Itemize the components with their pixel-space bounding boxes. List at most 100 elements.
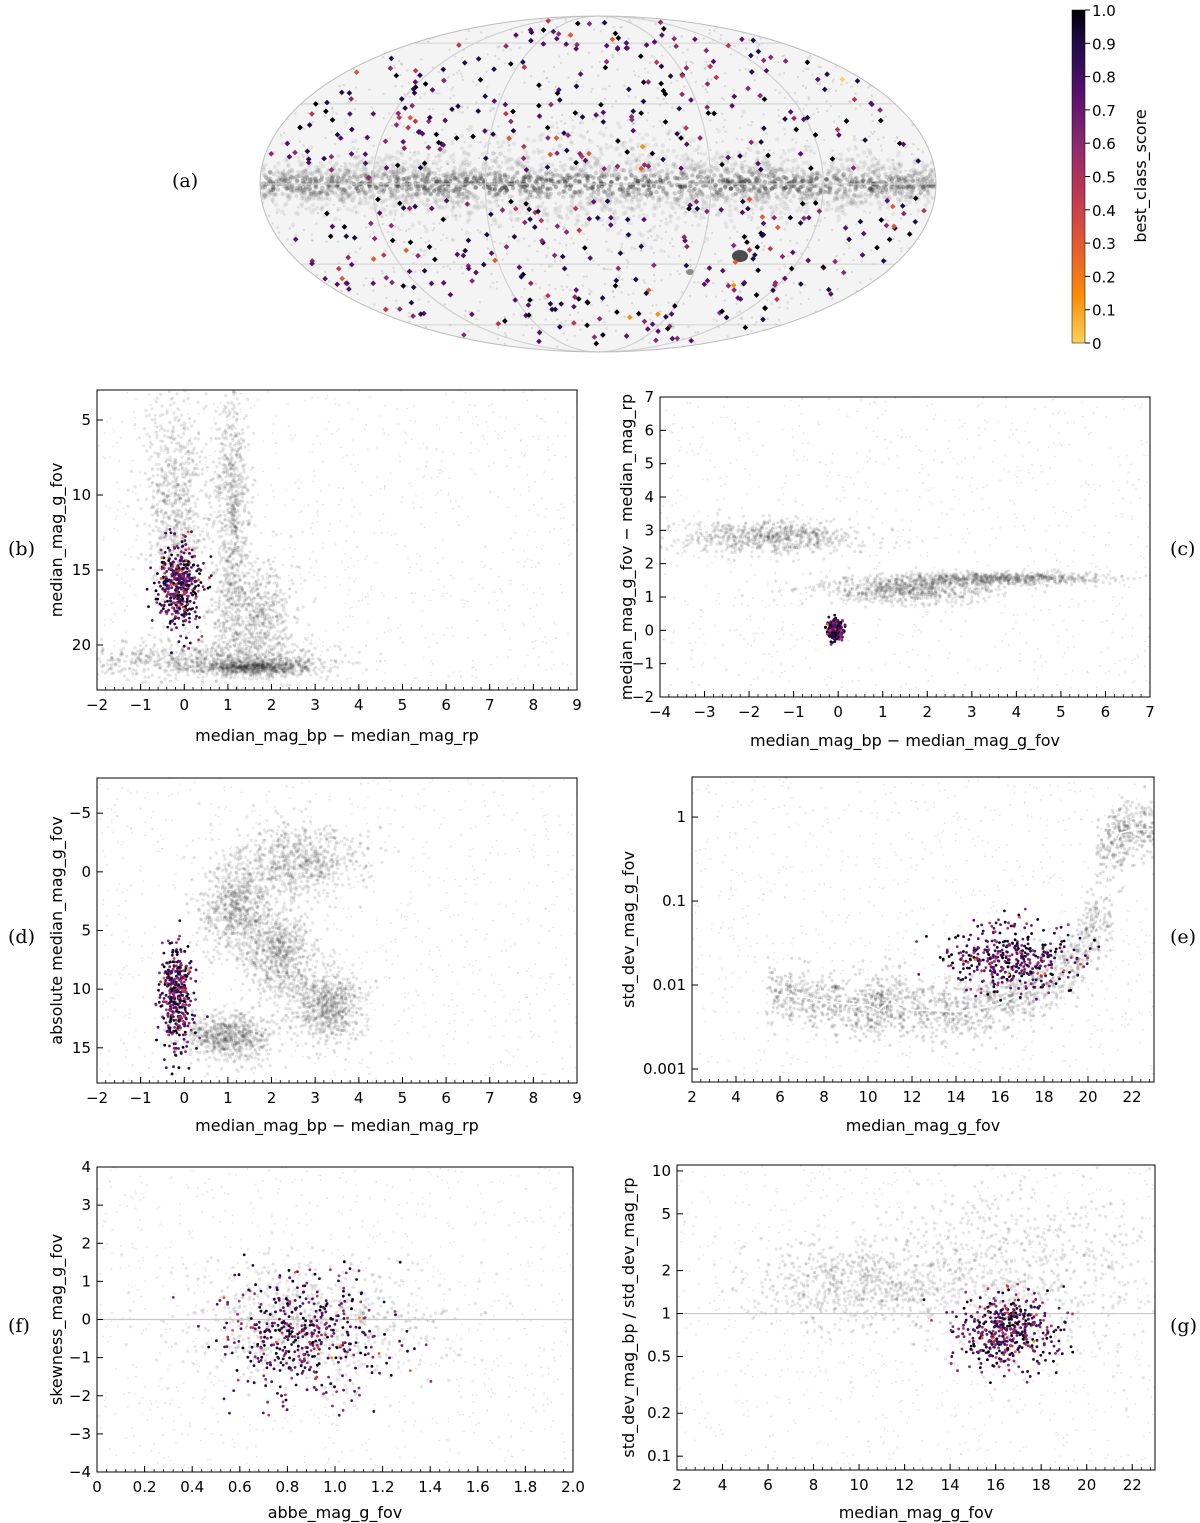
background-dot bbox=[212, 403, 215, 405]
sky-density-dot bbox=[440, 165, 443, 169]
background-dot bbox=[567, 538, 569, 541]
sky-density-dot bbox=[276, 177, 282, 183]
sky-density-dot bbox=[900, 247, 903, 250]
sky-density-dot bbox=[892, 191, 897, 196]
sky-density-dot bbox=[755, 193, 760, 198]
sky-density-dot bbox=[573, 334, 576, 337]
sky-density-dot bbox=[747, 214, 752, 219]
sky-density-dot bbox=[449, 141, 455, 146]
sky-density-dot bbox=[579, 120, 585, 125]
sky-density-dot bbox=[654, 189, 659, 195]
sky-density-dot bbox=[655, 181, 658, 184]
sky-density-dot bbox=[688, 294, 691, 298]
sky-density-dot bbox=[478, 301, 482, 304]
sky-density-dot bbox=[787, 190, 792, 195]
background-dot bbox=[527, 654, 529, 657]
background-dot bbox=[280, 532, 283, 535]
sky-density-dot bbox=[608, 309, 611, 313]
background-dot bbox=[452, 635, 454, 638]
sky-density-dot bbox=[633, 194, 639, 199]
sky-density-dot bbox=[907, 55, 911, 58]
sky-density-dot bbox=[405, 229, 408, 233]
sky-density-dot bbox=[301, 153, 304, 156]
sky-density-dot bbox=[538, 163, 544, 168]
sky-density-dot bbox=[535, 186, 541, 191]
sky-density-dot bbox=[833, 120, 836, 123]
background-dot bbox=[349, 677, 351, 680]
sky-density-dot bbox=[718, 187, 723, 192]
sky-density-dot bbox=[675, 197, 680, 202]
sky-density-dot bbox=[696, 222, 701, 228]
sky-density-dot bbox=[489, 286, 492, 289]
sky-density-dot bbox=[769, 350, 772, 352]
sky-density-dot bbox=[466, 217, 472, 222]
sky-density-dot bbox=[909, 339, 912, 342]
sky-density-dot bbox=[562, 332, 566, 335]
sky-density-dot bbox=[326, 179, 332, 184]
sky-density-dot bbox=[321, 38, 325, 41]
sky-density-dot bbox=[355, 162, 360, 167]
sky-density-dot bbox=[783, 185, 788, 190]
sky-density-dot bbox=[912, 159, 917, 164]
sky-density-dot bbox=[857, 193, 862, 198]
sky-density-dot bbox=[362, 194, 368, 199]
sky-density-dot bbox=[859, 281, 862, 284]
background-dot bbox=[492, 411, 495, 414]
sky-density-dot bbox=[929, 183, 934, 188]
sky-density-dot bbox=[310, 71, 313, 75]
sky-density-dot bbox=[869, 327, 872, 330]
sky-density-dot bbox=[344, 191, 350, 197]
sky-density-dot bbox=[798, 261, 802, 264]
background-dot bbox=[351, 606, 353, 608]
sky-density-dot bbox=[791, 172, 794, 176]
sky-density-dot bbox=[652, 251, 656, 255]
sky-density-dot bbox=[458, 196, 461, 199]
sky-density-dot bbox=[497, 226, 501, 229]
sky-density-dot bbox=[358, 154, 361, 158]
sky-density-dot bbox=[458, 110, 461, 113]
sky-density-dot bbox=[315, 176, 318, 179]
sky-density-dot bbox=[486, 199, 491, 204]
sky-density-dot bbox=[348, 252, 351, 255]
sky-density-dot bbox=[425, 249, 428, 252]
background-dot bbox=[414, 592, 417, 595]
background-dot bbox=[311, 450, 314, 453]
sky-density-dot bbox=[395, 182, 400, 187]
sky-density-dot bbox=[294, 193, 299, 199]
sky-density-dot bbox=[262, 185, 268, 190]
sky-density-dot bbox=[405, 179, 408, 182]
background-dot bbox=[253, 404, 256, 407]
sky-density-dot bbox=[805, 195, 810, 201]
sky-density-dot bbox=[900, 304, 904, 308]
sky-density-dot bbox=[842, 253, 846, 256]
sky-density-dot bbox=[863, 171, 867, 175]
sky-density-dot bbox=[541, 212, 546, 218]
sky-density-dot bbox=[855, 179, 860, 184]
sky-density-dot bbox=[305, 178, 309, 181]
sky-density-dot bbox=[598, 115, 601, 118]
sky-density-dot bbox=[333, 216, 338, 222]
sky-density-dot bbox=[316, 345, 319, 348]
sky-density-dot bbox=[655, 156, 661, 161]
sky-density-dot bbox=[818, 239, 821, 242]
sky-density-dot bbox=[795, 187, 800, 192]
sky-density-dot bbox=[347, 192, 352, 197]
background-dot bbox=[355, 606, 358, 608]
sky-density-dot bbox=[913, 260, 917, 264]
sky-density-dot bbox=[614, 176, 620, 181]
sky-density-dot bbox=[714, 192, 719, 198]
sky-density-dot bbox=[353, 138, 358, 144]
sky-density-dot bbox=[306, 154, 309, 158]
background-dot bbox=[470, 578, 473, 580]
background-dot bbox=[537, 514, 540, 516]
background-dot bbox=[160, 633, 163, 636]
sky-density-dot bbox=[645, 119, 649, 122]
sky-density-dot bbox=[612, 25, 616, 29]
sky-density-dot bbox=[741, 203, 746, 209]
sky-density-dot bbox=[570, 236, 573, 240]
sky-density-dot bbox=[765, 165, 770, 170]
sky-density-dot bbox=[534, 196, 537, 199]
sky-density-dot bbox=[364, 349, 368, 352]
sky-density-dot bbox=[797, 166, 800, 169]
